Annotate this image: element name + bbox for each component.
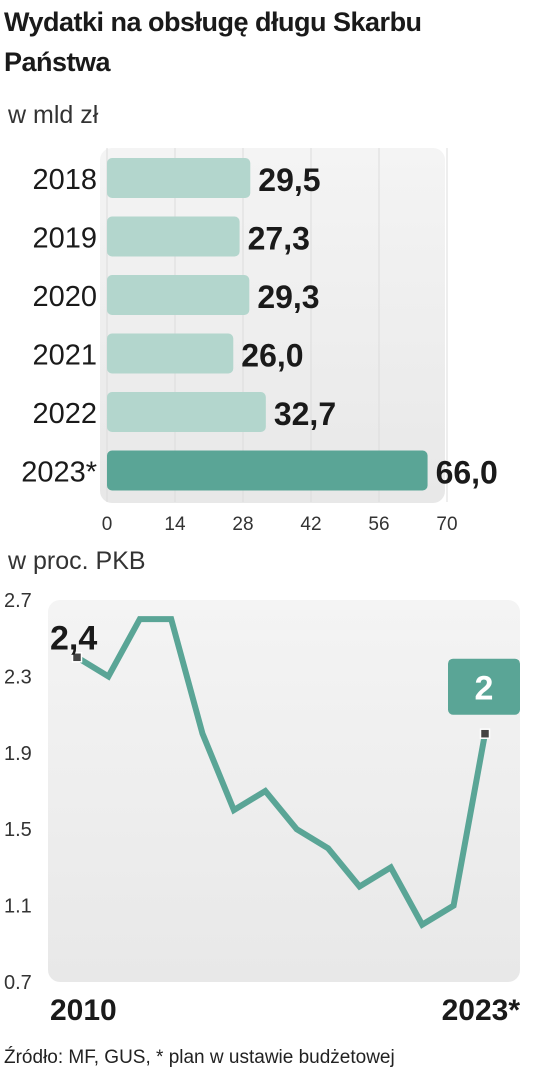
bar-x-tick-label: 42 — [300, 514, 321, 535]
line-y-tick-label: 1.5 — [4, 819, 32, 841]
line-chart-subtitle: w proc. PKB — [8, 547, 146, 575]
line-chart: 2.7 2.3 1.9 1.5 1.1 0.7 2,4 2 2010 2023* — [4, 590, 521, 1027]
bar-chart-panel — [100, 148, 445, 503]
line-y-tick-label: 1.9 — [4, 743, 32, 765]
bar-2020 — [107, 275, 250, 315]
line-end-value-label: 2 — [475, 670, 494, 708]
bar-x-tick-label: 56 — [368, 514, 389, 535]
bar-category-label: 2021 — [32, 340, 97, 372]
bar-2023 — [107, 450, 428, 491]
line-y-tick-label: 2.3 — [4, 666, 32, 688]
bar-category-label: 2022 — [32, 398, 97, 430]
line-x-tick-label: 2023* — [442, 994, 521, 1027]
bar-value-label: 32,7 — [274, 396, 336, 432]
line-endpoint-marker — [479, 728, 491, 739]
bar-chart: 2018 2019 2020 2021 2022 2023* 29,5 27,3 29,3 26… — [21, 148, 498, 535]
line-y-tick-label: 1.1 — [4, 896, 32, 918]
bar-value-label: 66,0 — [436, 455, 498, 491]
line-endpoint-marker — [71, 652, 83, 663]
bar-2021 — [107, 333, 234, 374]
bar-value-label: 26,0 — [241, 338, 303, 374]
line-y-tick-label: 0.7 — [4, 972, 32, 994]
bar-value-label: 29,5 — [258, 162, 320, 198]
bar-2019 — [107, 216, 240, 257]
line-series — [75, 616, 488, 929]
bar-x-tick-label: 14 — [164, 514, 186, 535]
bar-category-label: 2020 — [32, 281, 97, 313]
bar-value-label: 27,3 — [248, 221, 310, 257]
line-end-value-box — [448, 658, 520, 715]
bar-category-label: 2019 — [32, 223, 97, 255]
bar-chart-subtitle: w mld zł — [8, 101, 99, 129]
chart-title: Wydatki na obsługę długu Skarbu Państwa — [4, 7, 422, 77]
bar-x-tick-label: 70 — [436, 514, 457, 535]
bar-category-label: 2018 — [32, 164, 97, 196]
bar-value-label: 29,3 — [257, 279, 319, 315]
bar-x-tick-label: 0 — [102, 514, 113, 535]
bar-x-tick-label: 28 — [232, 514, 253, 535]
line-start-value-label: 2,4 — [50, 619, 97, 657]
source-note: Źródło: MF, GUS, * plan w ustawie budżet… — [4, 1047, 395, 1068]
bar-2022 — [107, 392, 266, 432]
bar-2018 — [107, 158, 251, 198]
line-y-tick-label: 2.7 — [4, 590, 32, 612]
bar-category-label: 2023* — [21, 457, 97, 489]
line-x-tick-label: 2010 — [50, 994, 117, 1027]
